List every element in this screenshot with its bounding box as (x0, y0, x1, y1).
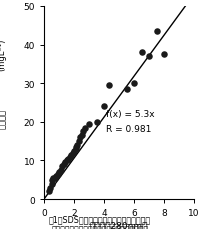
Point (162, 53, 166, 57)
Point (65, 159, 68, 163)
Point (83, 126, 86, 130)
Point (57, 170, 61, 174)
Point (54, 174, 58, 178)
Point (140, 51, 143, 55)
Point (102, 105, 106, 109)
Point (69, 153, 73, 157)
Point (63, 161, 67, 164)
Text: R = 0.981: R = 0.981 (106, 124, 151, 133)
Point (74, 145, 77, 149)
Point (53, 176, 56, 180)
Point (68, 155, 71, 159)
Point (72, 149, 76, 153)
Point (56, 172, 59, 176)
Text: (mgL⁻¹): (mgL⁻¹) (0, 39, 6, 71)
Text: f(x) = 5.3x: f(x) = 5.3x (106, 109, 154, 118)
Point (66, 157, 70, 161)
Point (147, 55, 151, 59)
Point (74, 147, 77, 151)
Point (80, 134, 83, 138)
Text: 囱1　SDS抜出液の吸光度と窒素濃度の関係: 囱1 SDS抜出液の吸光度と窒素濃度の関係 (49, 214, 151, 223)
Point (51, 176, 55, 180)
Point (125, 88, 128, 91)
Point (155, 30, 158, 34)
Point (107, 84, 110, 87)
Point (62, 163, 65, 166)
Text: （灰色低地土と黒ボク土，転換畸土壌を含む）: （灰色低地土と黒ボク土，転換畸土壌を含む） (51, 224, 149, 229)
Point (71, 151, 74, 155)
Point (95, 120, 98, 124)
Point (132, 82, 136, 86)
Point (48, 186, 52, 190)
Point (59, 169, 62, 172)
Point (75, 144, 79, 147)
Point (77, 140, 80, 143)
Point (87, 122, 91, 126)
Point (50, 182, 53, 186)
Point (50, 178, 53, 182)
X-axis label: 吸光度（280nm）: 吸光度（280nm） (90, 220, 148, 229)
Point (60, 165, 64, 168)
Text: 窒素濃度: 窒素濃度 (0, 109, 6, 128)
Point (81, 130, 85, 134)
Point (47, 190, 50, 193)
Point (78, 136, 82, 139)
